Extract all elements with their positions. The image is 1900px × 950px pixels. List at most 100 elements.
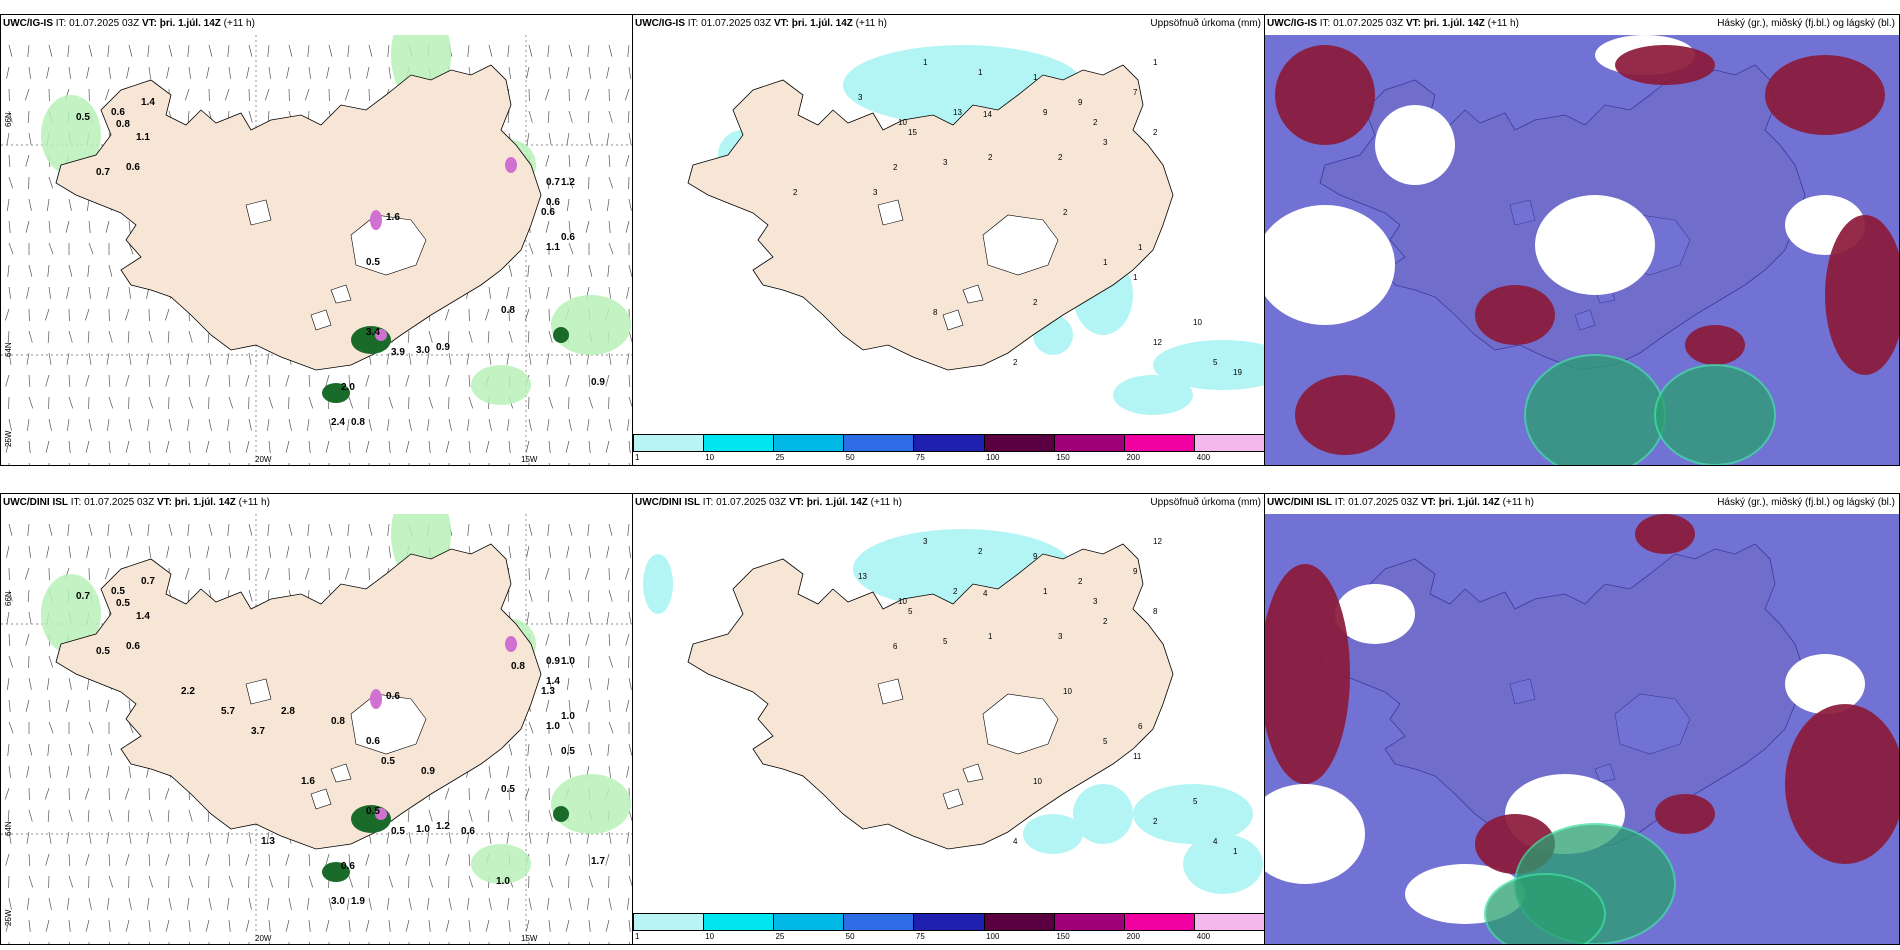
precip-value: 8 <box>933 308 938 317</box>
panel-precip-top[interactable]: UWC/IG-IS IT: 01.07.2025 03Z VT: þri. 1.… <box>632 14 1266 466</box>
wind-barb <box>128 286 132 299</box>
wind-barb <box>248 589 253 602</box>
wind-barb <box>546 352 550 365</box>
wind-barb <box>48 242 54 255</box>
wind-barb <box>227 44 230 57</box>
wind-barb <box>608 176 614 189</box>
wind-barb <box>5 374 10 387</box>
wind-barb <box>348 440 351 453</box>
wind-barb <box>168 523 173 536</box>
wind-barb <box>228 853 231 866</box>
gust-value: 0.9 <box>591 377 605 388</box>
cloud-map[interactable] <box>1265 35 1899 465</box>
gust-value: 5.7 <box>221 706 235 717</box>
wind-barb <box>67 523 70 536</box>
precip-value: 3 <box>873 188 878 197</box>
wind-barb <box>205 440 210 453</box>
colorbar-tick: 400 <box>1196 932 1211 941</box>
wind-barb <box>628 853 631 866</box>
colorbar-swatch <box>1194 914 1264 930</box>
wind-barb <box>86 677 90 690</box>
wind-barb <box>28 440 31 453</box>
wind-barb <box>104 88 110 101</box>
glacier <box>350 214 427 276</box>
wind-barb <box>86 66 90 79</box>
wind-barb <box>6 677 10 690</box>
glacier <box>942 788 964 810</box>
wind-barb <box>506 765 510 778</box>
wind-barb <box>248 523 253 536</box>
wind-barb <box>466 831 470 844</box>
wind-barb <box>588 66 592 79</box>
wind-barb <box>24 88 30 101</box>
wind-barb <box>168 897 172 910</box>
wind-barb <box>626 897 630 910</box>
wind-barb <box>625 699 630 712</box>
wind-barb <box>548 66 552 79</box>
gust-value: 1.2 <box>436 821 450 832</box>
wind-barb <box>46 66 50 79</box>
precip-value: 1 <box>1138 243 1143 252</box>
wind-barb <box>588 396 594 409</box>
wind-barb <box>346 418 350 431</box>
precip-value: 11 <box>1133 752 1142 761</box>
wind-barb <box>285 440 290 453</box>
wind-barb <box>246 545 250 558</box>
high-cloud <box>1295 375 1395 455</box>
clear-sky <box>1335 584 1415 644</box>
wind-barb <box>286 545 290 558</box>
wind-barb <box>488 44 493 57</box>
panel-precip-bottom[interactable]: UWC/DINI ISL IT: 01.07.2025 03Z VT: þri.… <box>632 493 1266 945</box>
wind-barb <box>148 330 153 343</box>
precip-patch <box>471 844 531 884</box>
wind-barb <box>26 286 30 299</box>
wind-barb <box>607 264 610 277</box>
wind-barb <box>508 462 511 465</box>
panel-clouds-top[interactable]: UWC/IG-IS IT: 01.07.2025 03Z VT: þri. 1.… <box>1264 14 1900 466</box>
wind-map[interactable]: 0.5 0.60.81.40.7 0.61.11.20.70.60.60.61.11… <box>1 35 633 465</box>
gust-value: 1.1 <box>546 242 560 253</box>
wind-barb <box>468 875 474 888</box>
wind-barb <box>488 897 492 910</box>
wind-barb <box>588 875 594 888</box>
wind-barb <box>6 611 10 624</box>
precip-colorbar <box>633 434 1265 452</box>
wind-barb <box>325 440 330 453</box>
wind-barb <box>88 765 92 778</box>
gust-value: 0.7 <box>141 576 155 587</box>
wind-barb <box>108 66 112 79</box>
wind-barb <box>548 330 553 343</box>
wind-barb <box>86 198 90 211</box>
wind-barb <box>624 88 630 101</box>
panel-clouds-bottom[interactable]: UWC/DINI ISL IT: 01.07.2025 03Z VT: þri.… <box>1264 493 1900 945</box>
wind-barb <box>226 418 230 431</box>
colorbar-tick: 25 <box>775 932 785 941</box>
wind-barb <box>268 440 271 453</box>
cloud-map[interactable] <box>1265 514 1899 944</box>
wind-barb <box>325 374 330 387</box>
panel-wind-top[interactable]: UWC/IG-IS IT: 01.07.2025 03Z VT: þri. 1.… <box>0 14 634 466</box>
wind-barb <box>588 853 591 866</box>
panel-wind-bottom[interactable]: UWC/DINI ISL IT: 01.07.2025 03Z VT: þri.… <box>0 493 634 945</box>
wind-barb <box>507 589 510 602</box>
colorbar-swatch <box>914 435 985 451</box>
wind-barb <box>547 589 550 602</box>
wind-barb <box>68 919 71 932</box>
wind-barb <box>328 523 333 536</box>
wind-map[interactable]: 0.7 0.50.50.70.5 0.61.41.00.91.41.31.01.00… <box>1 514 633 944</box>
precip-area <box>643 554 673 614</box>
panel-header: UWC/IG-IS IT: 01.07.2025 03Z VT: þri. 1.… <box>635 18 887 29</box>
wind-barb <box>8 418 12 431</box>
wind-barb <box>208 418 212 431</box>
wind-barb <box>567 743 570 756</box>
wind-barb <box>268 941 271 944</box>
lat-label: 64N <box>4 342 13 357</box>
panel-header: UWC/DINI ISL IT: 01.07.2025 03Z VT: þri.… <box>1267 497 1534 508</box>
wind-barb <box>347 523 350 536</box>
wind-barb <box>368 523 373 536</box>
glacier <box>877 678 904 705</box>
glacier <box>330 763 352 783</box>
wind-barb <box>548 545 552 558</box>
